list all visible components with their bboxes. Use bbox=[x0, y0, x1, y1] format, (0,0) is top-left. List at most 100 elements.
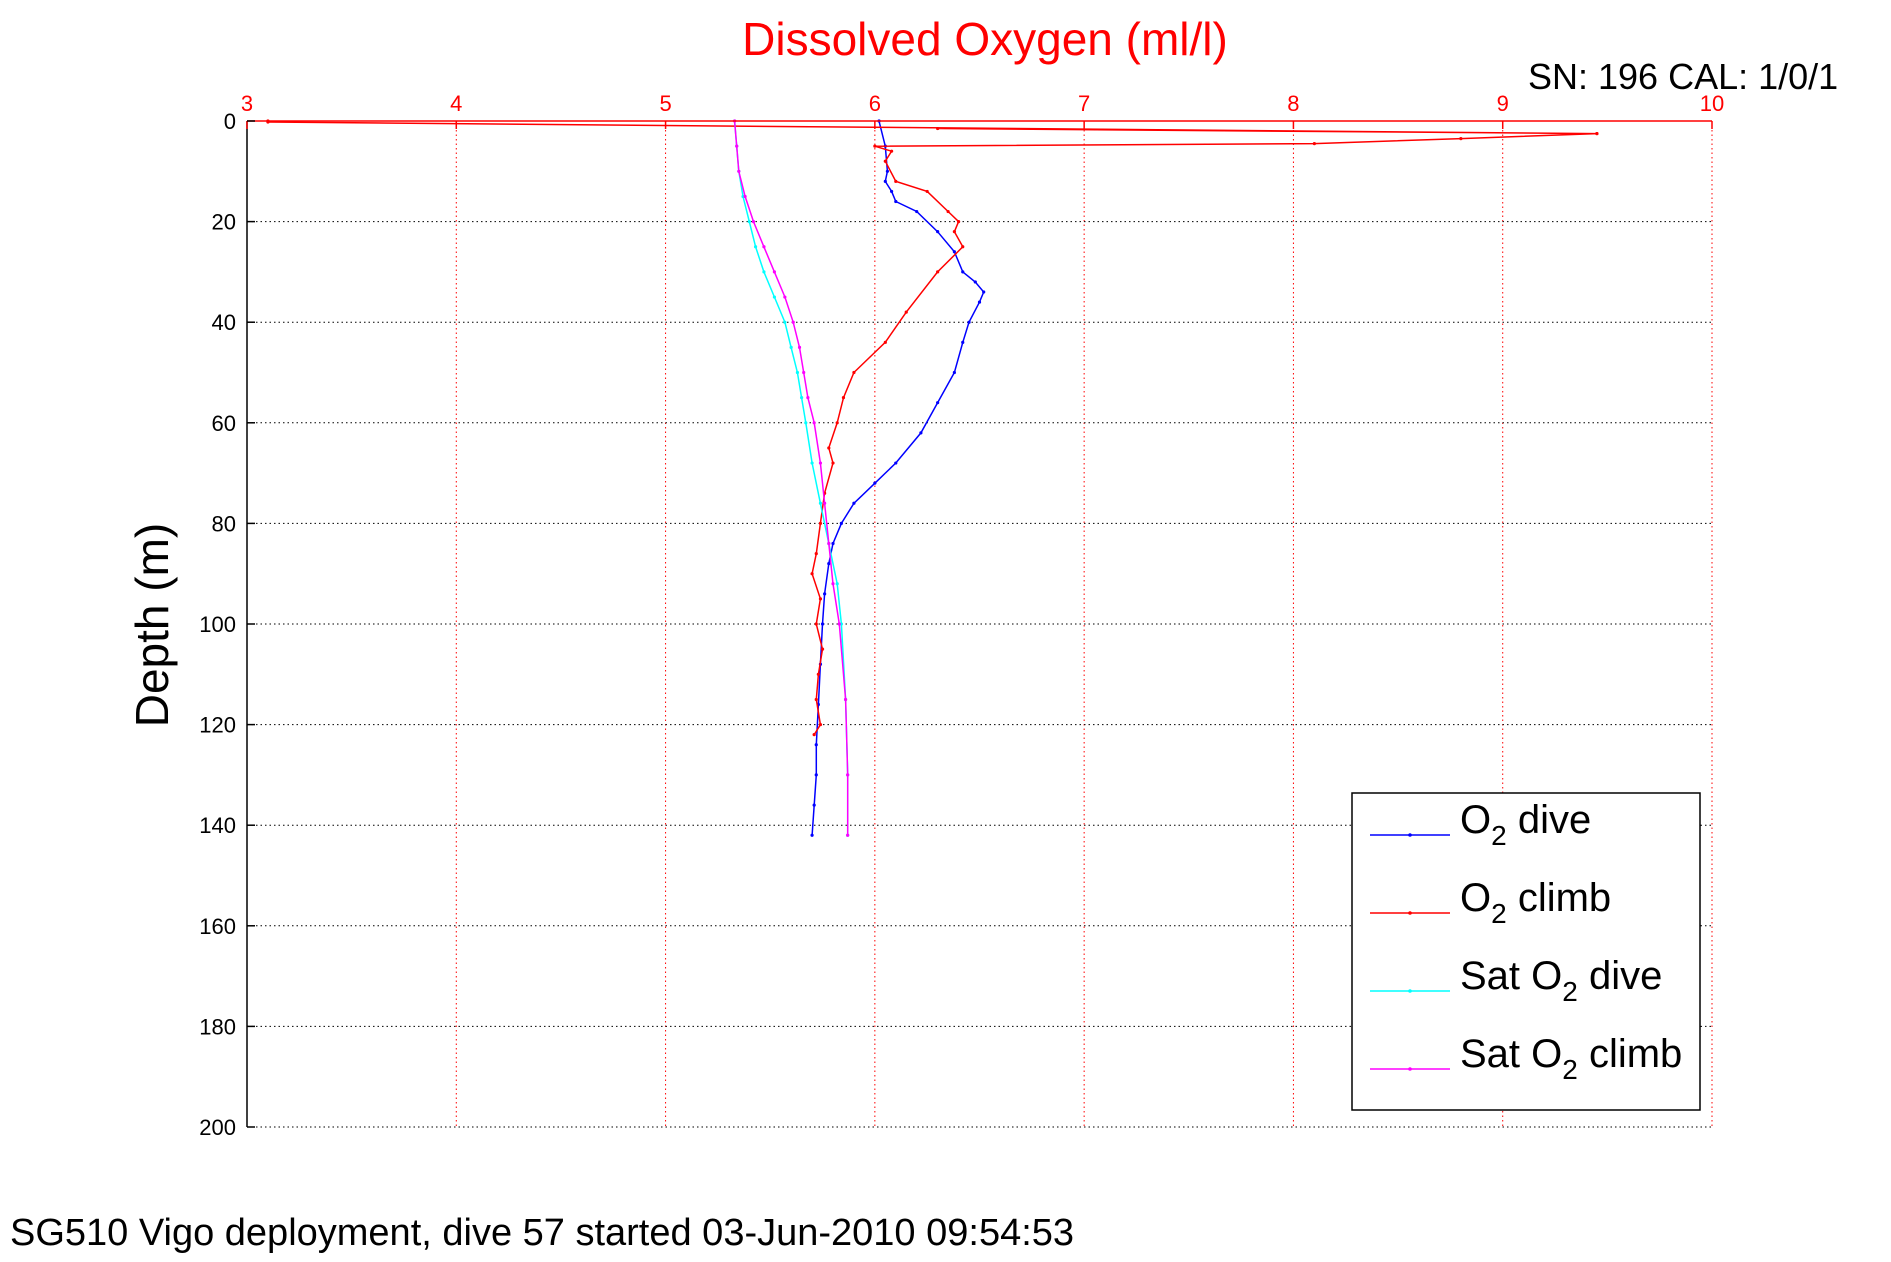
data-point-o2-dive bbox=[873, 481, 877, 485]
x-tick-labels: 3 4 5 6 7 8 9 10 bbox=[241, 91, 1724, 129]
data-point-sat-o2-climb bbox=[737, 169, 741, 173]
data-point-o2-dive bbox=[839, 521, 843, 526]
data-point-sat-o2-climb bbox=[827, 541, 831, 546]
data-point-o2-climb bbox=[818, 723, 823, 727]
y-axis-label: Depth (m) bbox=[126, 523, 178, 727]
data-point-sat-o2-climb bbox=[797, 345, 802, 349]
data-point-o2-climb bbox=[818, 597, 823, 601]
legend-label-sat-o2-dive: Sat O2 dive bbox=[1460, 954, 1662, 1007]
data-point-sat-o2-dive bbox=[818, 501, 823, 505]
data-point-o2-dive bbox=[852, 501, 856, 505]
series-sat-o2-dive bbox=[733, 119, 850, 837]
data-point-sat-o2-dive bbox=[747, 220, 751, 224]
data-point-o2-dive bbox=[936, 401, 940, 405]
x-tick-label: 4 bbox=[450, 91, 462, 116]
x-tick-label: 5 bbox=[659, 91, 671, 116]
data-point-sat-o2-dive bbox=[762, 270, 766, 274]
data-point-sat-o2-climb bbox=[846, 773, 850, 777]
data-point-sat-o2-dive bbox=[800, 396, 804, 400]
y-tick-label: 180 bbox=[199, 1014, 236, 1039]
data-point-o2-climb bbox=[841, 396, 846, 400]
data-point-sat-o2-dive bbox=[804, 421, 808, 425]
data-point-o2-dive bbox=[915, 209, 919, 214]
y-tick-label: 20 bbox=[212, 210, 236, 235]
x-tick-label: 10 bbox=[1700, 91, 1724, 116]
data-point-o2-dive bbox=[967, 320, 971, 324]
data-point-o2-dive bbox=[820, 622, 825, 626]
chart-title: Dissolved Oxygen (ml/l) bbox=[742, 13, 1228, 65]
data-point-o2-climb bbox=[961, 245, 965, 249]
data-point-sat-o2-climb bbox=[772, 270, 777, 274]
data-point-o2-climb bbox=[831, 461, 835, 465]
legend-label-sat-o2-climb: Sat O2 climb bbox=[1460, 1032, 1682, 1085]
data-point-o2-climb bbox=[952, 230, 956, 234]
y-tick-label: 0 bbox=[224, 109, 236, 134]
footer-caption: SG510 Vigo deployment, dive 57 started 0… bbox=[10, 1212, 1074, 1254]
y-tick-label: 160 bbox=[199, 914, 236, 939]
data-point-sat-o2-dive bbox=[789, 345, 793, 349]
data-point-o2-dive bbox=[894, 199, 898, 204]
y-tick-label: 80 bbox=[212, 511, 236, 536]
data-point-o2-climb bbox=[873, 144, 877, 148]
data-point-o2-climb bbox=[890, 149, 894, 153]
data-point-o2-climb bbox=[827, 446, 831, 450]
legend-marker-o2-dive bbox=[1408, 833, 1412, 837]
data-point-o2-dive bbox=[885, 169, 890, 173]
data-point-o2-dive bbox=[810, 833, 814, 837]
data-point-sat-o2-dive bbox=[835, 582, 839, 586]
data-point-o2-dive bbox=[952, 250, 956, 254]
data-point-sat-o2-climb bbox=[831, 582, 835, 586]
data-point-o2-dive bbox=[831, 541, 835, 546]
data-point-o2-climb bbox=[1312, 142, 1316, 146]
data-point-o2-climb bbox=[814, 622, 818, 626]
x-tick-label: 8 bbox=[1287, 91, 1299, 116]
data-point-sat-o2-climb bbox=[751, 220, 756, 224]
data-point-o2-climb bbox=[816, 672, 820, 676]
x-tick-label: 9 bbox=[1497, 91, 1509, 116]
data-point-o2-climb bbox=[946, 209, 950, 214]
data-point-o2-dive bbox=[982, 290, 986, 294]
data-point-o2-climb bbox=[1595, 131, 1599, 136]
data-point-o2-climb bbox=[1459, 137, 1463, 141]
data-point-sat-o2-climb bbox=[806, 396, 810, 400]
data-point-sat-o2-climb bbox=[791, 320, 795, 324]
data-point-o2-dive bbox=[919, 431, 923, 435]
series-sat-o2-climb bbox=[733, 119, 850, 837]
data-point-sat-o2-climb bbox=[735, 144, 739, 148]
data-point-o2-climb bbox=[835, 421, 839, 425]
x-tick-label: 3 bbox=[241, 91, 253, 116]
y-tick-label: 100 bbox=[199, 612, 236, 637]
x-tick-label: 7 bbox=[1078, 91, 1090, 116]
y-tick-label: 200 bbox=[199, 1115, 236, 1140]
legend-label-o2-climb: O2 climb bbox=[1460, 876, 1611, 929]
data-point-o2-dive bbox=[952, 370, 956, 375]
data-point-sat-o2-climb bbox=[783, 295, 787, 299]
data-point-sat-o2-dive bbox=[772, 295, 777, 299]
data-point-o2-climb bbox=[956, 220, 961, 224]
y-tick-label: 140 bbox=[199, 813, 236, 838]
data-point-o2-dive bbox=[827, 562, 831, 566]
data-point-o2-dive bbox=[894, 461, 898, 465]
data-point-o2-dive bbox=[814, 773, 818, 777]
data-point-o2-climb bbox=[818, 521, 823, 526]
data-point-o2-climb bbox=[925, 189, 929, 194]
data-point-o2-climb bbox=[936, 126, 940, 131]
legend-marker-sat-o2-dive bbox=[1408, 989, 1412, 993]
legend: O2 dive O2 climb Sat O2 dive Sat O2 climb bbox=[1351, 792, 1701, 1111]
legend-label-o2-dive: O2 dive bbox=[1460, 798, 1591, 851]
data-point-o2-climb bbox=[883, 159, 887, 163]
y-tick-label: 40 bbox=[212, 310, 236, 335]
legend-marker-sat-o2-climb bbox=[1408, 1067, 1412, 1071]
y-tick-label: 60 bbox=[212, 411, 236, 436]
data-point-o2-climb bbox=[812, 733, 816, 737]
serial-calibration-label: SN: 196 CAL: 1/0/1 bbox=[1528, 56, 1838, 97]
data-point-o2-climb bbox=[883, 340, 887, 344]
data-point-o2-dive bbox=[883, 179, 887, 183]
data-point-sat-o2-climb bbox=[843, 697, 848, 702]
data-point-sat-o2-climb bbox=[846, 833, 850, 837]
data-point-o2-climb bbox=[814, 697, 818, 702]
data-point-sat-o2-dive bbox=[810, 461, 814, 465]
data-point-o2-dive bbox=[961, 340, 965, 344]
series-layer bbox=[266, 119, 1599, 837]
